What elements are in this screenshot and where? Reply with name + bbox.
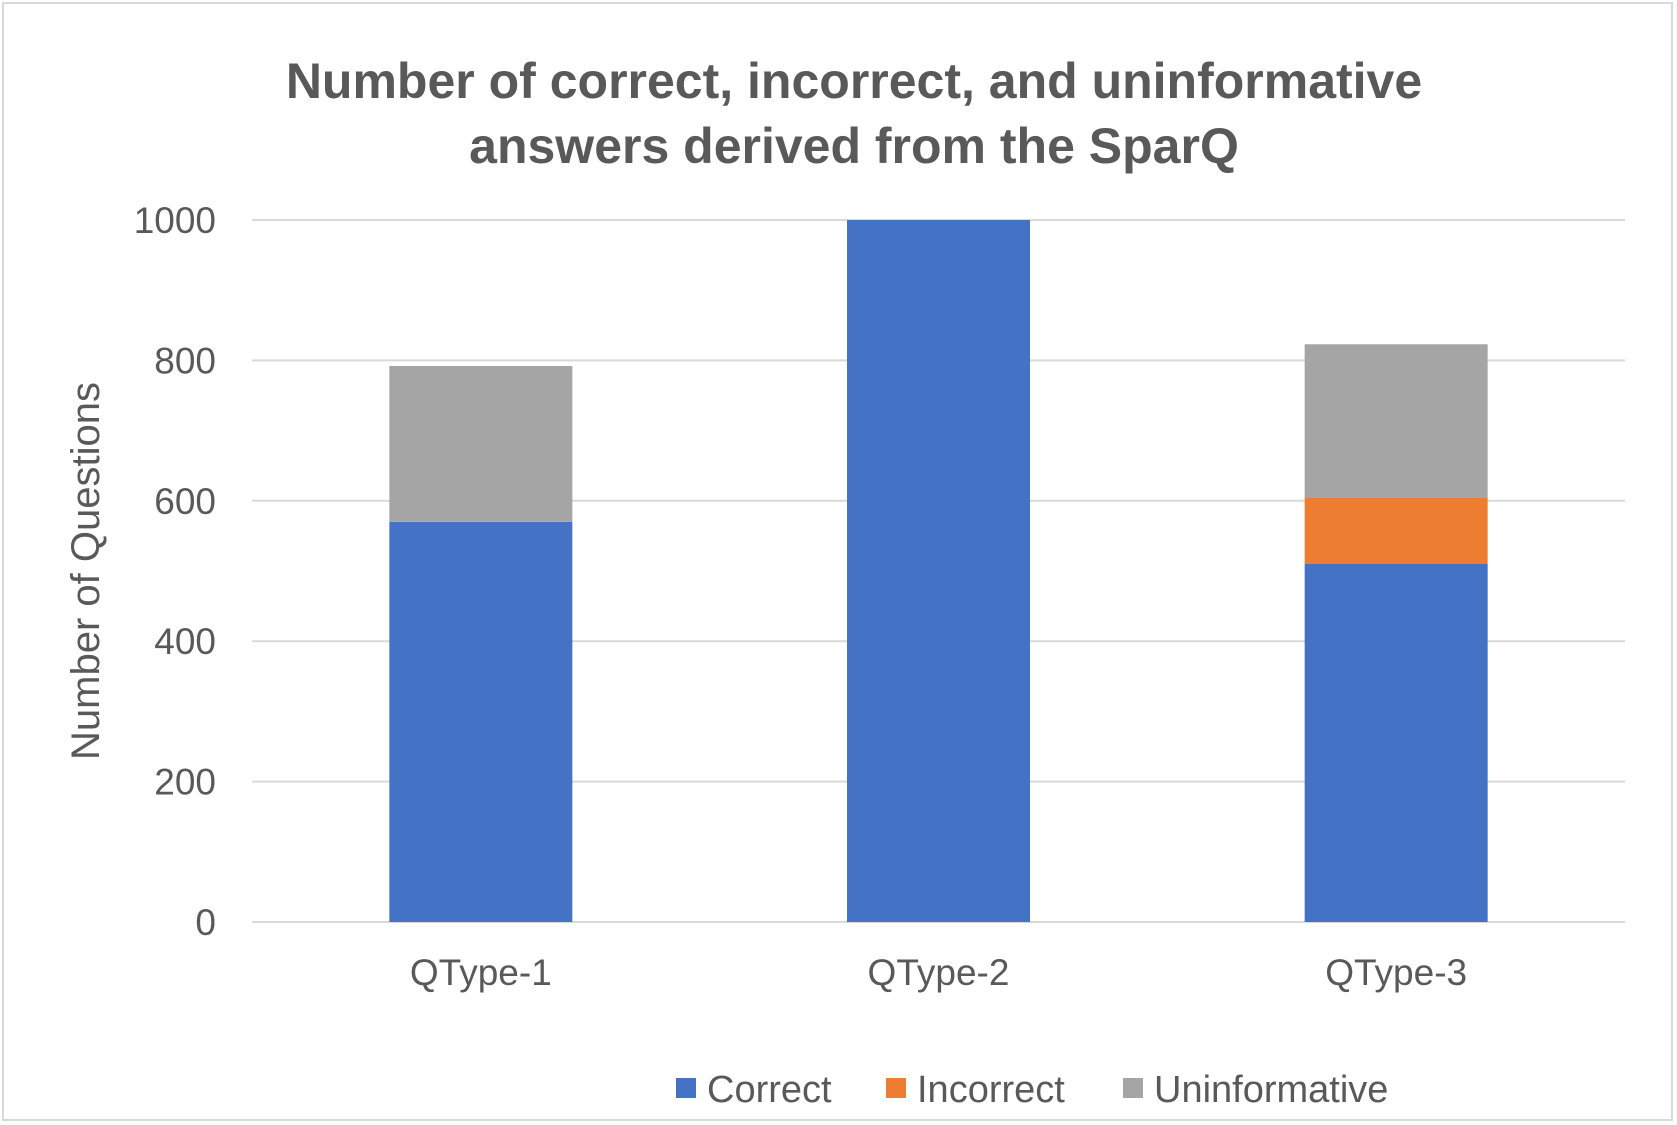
y-tick-label-400: 400	[154, 621, 216, 662]
y-tick-label-600: 600	[154, 481, 216, 522]
y-tick-label-0: 0	[195, 902, 216, 943]
legend-swatch-uninformative	[1123, 1078, 1143, 1098]
bar-qtype-3-uninformative	[1304, 344, 1488, 498]
y-axis-title: Number of Questions	[64, 382, 108, 760]
y-tick-label-200: 200	[154, 762, 216, 803]
legend-swatch-incorrect	[886, 1078, 906, 1098]
bar-qtype-2-correct	[847, 220, 1030, 922]
x-axis-ticks: QType-1 QType-2 QType-3	[410, 952, 1467, 993]
x-tick-label-qtype-1: QType-1	[410, 952, 552, 993]
bar-qtype-1-correct	[389, 521, 573, 922]
legend-label-incorrect: Incorrect	[917, 1069, 1065, 1111]
x-tick-label-qtype-2: QType-2	[868, 952, 1010, 993]
legend-swatch-correct	[676, 1078, 696, 1098]
bar-qtype-3-correct	[1304, 563, 1488, 922]
y-tick-label-800: 800	[154, 340, 216, 381]
bars	[389, 220, 1488, 922]
chart-title-line-1: Number of correct, incorrect, and uninfo…	[286, 53, 1422, 109]
y-axis-ticks: 0 200 400 600 800 1000	[134, 200, 216, 943]
legend: Correct Incorrect Uninformative	[676, 1069, 1388, 1111]
bar-qtype-1-uninformative	[389, 366, 573, 522]
bar-qtype-3-incorrect	[1304, 497, 1488, 564]
chart-title-line-2: answers derived from the SparQ	[469, 118, 1239, 174]
legend-label-uninformative: Uninformative	[1154, 1069, 1388, 1111]
x-tick-label-qtype-3: QType-3	[1325, 952, 1467, 993]
y-tick-label-1000: 1000	[134, 200, 216, 241]
legend-label-correct: Correct	[707, 1069, 832, 1111]
